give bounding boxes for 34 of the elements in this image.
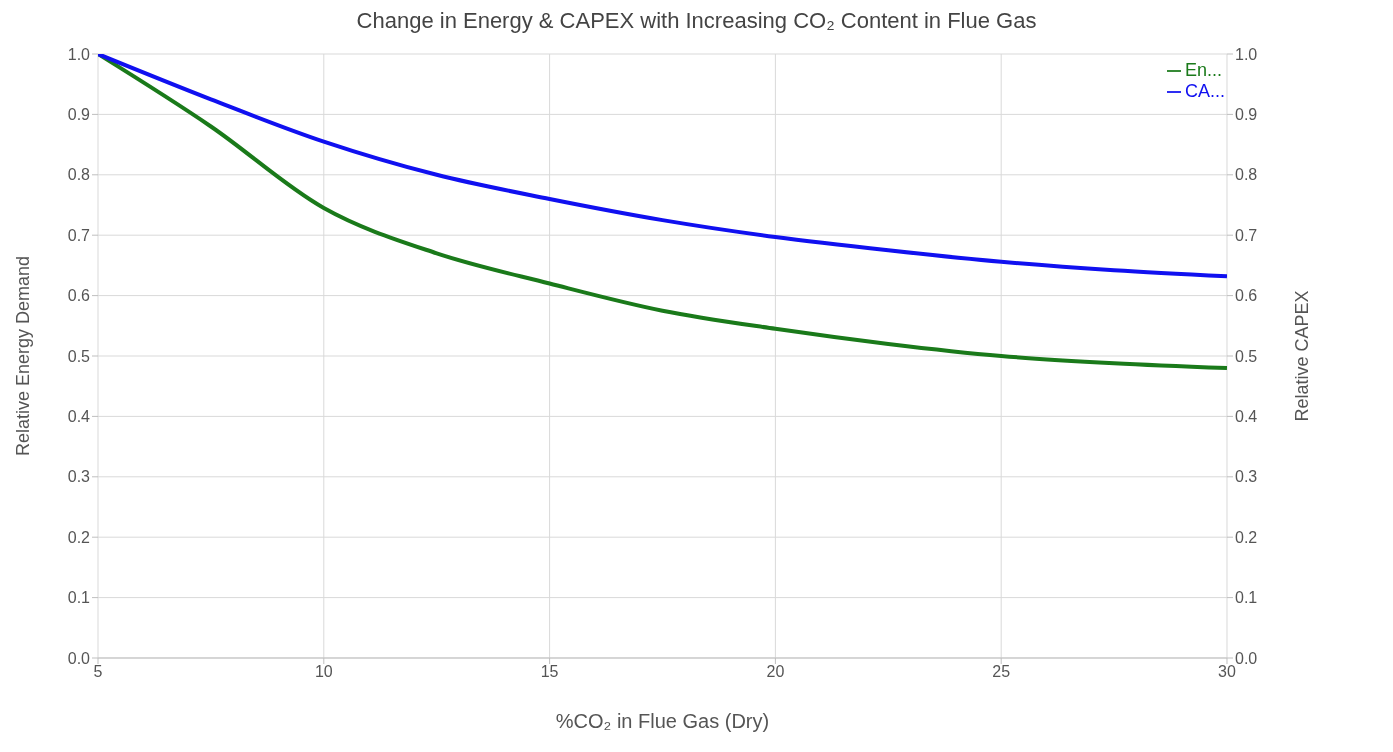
y-tick-label: 0.4	[67, 408, 91, 426]
y2-tick-label: 0.6	[1234, 287, 1258, 305]
y-tick-label: 0.7	[67, 226, 91, 244]
y2-tick-label: 0.8	[1234, 166, 1258, 184]
x-tick-label: 20	[766, 663, 785, 681]
y2-tick-label: 0.0	[1234, 649, 1258, 667]
x-tick-label: 5	[93, 663, 103, 681]
y-tick-label: 0.0	[67, 649, 91, 667]
x-tick-label: 25	[992, 663, 1011, 681]
chart-title: Change in Energy & CAPEX with Increasing CO₂ Content in Flue Gas	[355, 8, 1038, 35]
y2-tick-label: 0.7	[1234, 226, 1258, 244]
x-tick-label: 15	[540, 663, 559, 681]
y-tick-label: 0.1	[67, 589, 91, 607]
y2-tick-label: 0.5	[1234, 347, 1258, 365]
y-tick-label: 1.0	[67, 45, 91, 63]
x-tick-label: 30	[1218, 663, 1236, 681]
legend-label: En...	[1184, 60, 1223, 80]
y-axis-title: Relative Energy Demand	[13, 255, 34, 457]
y2-tick-label: 0.3	[1234, 468, 1258, 486]
y-tick-label: 0.2	[67, 528, 91, 546]
y-tick-label: 0.3	[67, 468, 91, 486]
x-tick-label: 10	[314, 663, 333, 681]
y-tick-label: 0.5	[67, 347, 91, 365]
y2-tick-label: 0.9	[1234, 106, 1258, 124]
y-tick-label: 0.9	[67, 106, 91, 124]
y2-tick-label: 0.2	[1234, 528, 1258, 546]
y-tick-label: 0.8	[67, 166, 91, 184]
y2-tick-label: 0.4	[1234, 408, 1258, 426]
y2-axis-title: Relative CAPEX	[1292, 290, 1313, 422]
legend-label: CA...	[1184, 81, 1225, 101]
x-axis-title: %CO₂ in Flue Gas (Dry)	[555, 710, 770, 732]
y-tick-label: 0.6	[67, 287, 91, 305]
y2-tick-label: 1.0	[1234, 45, 1258, 63]
y2-tick-label: 0.1	[1234, 589, 1258, 607]
